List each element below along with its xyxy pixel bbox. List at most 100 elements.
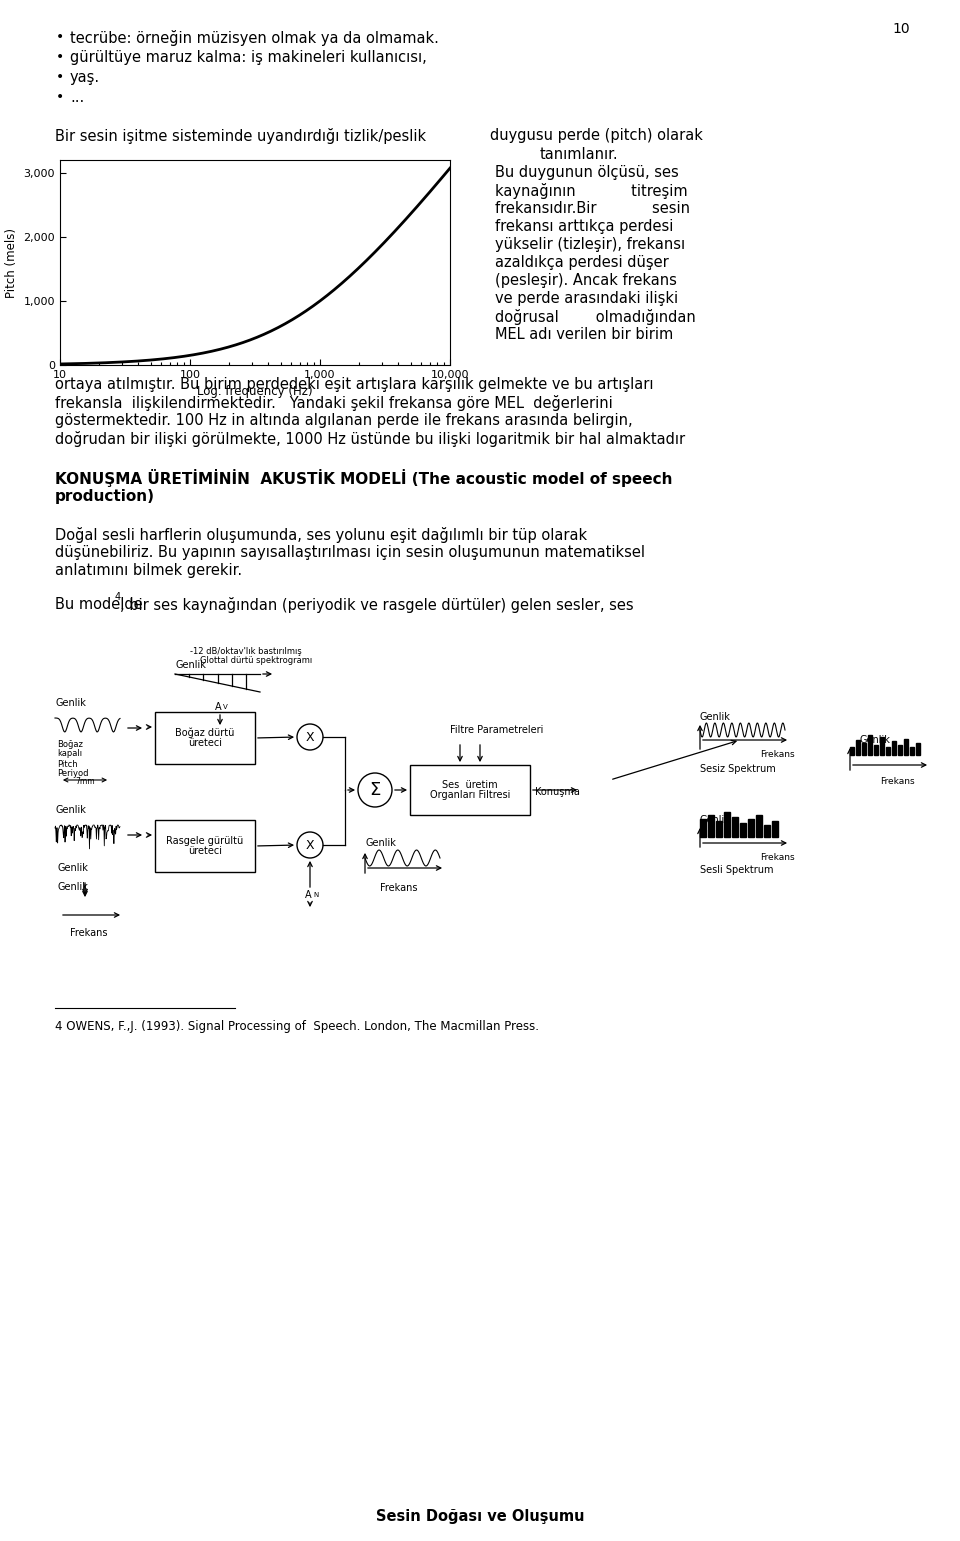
Text: Boğaz: Boğaz	[57, 740, 83, 749]
Text: tanımlanır.: tanımlanır.	[540, 146, 618, 162]
Text: X: X	[305, 838, 314, 852]
Text: •: •	[56, 29, 64, 45]
Bar	[850, 747, 854, 755]
Text: gürültüye maruz kalma: iş makineleri kullanıcısı,: gürültüye maruz kalma: iş makineleri kul…	[70, 49, 427, 65]
Text: Bu duygunun ölçüsü, ses: Bu duygunun ölçüsü, ses	[495, 165, 679, 180]
Text: kaynağının            titreşim: kaynağının titreşim	[495, 183, 687, 199]
Bar	[916, 743, 920, 755]
Text: frekansıdır.Bir            sesin: frekansıdır.Bir sesin	[495, 200, 690, 216]
Text: Filtre Parametreleri: Filtre Parametreleri	[450, 724, 543, 735]
Text: A: A	[305, 891, 312, 900]
Bar	[892, 741, 896, 755]
Text: göstermektedir. 100 Hz in altında algılanan perde ile frekans arasında belirgin,: göstermektedir. 100 Hz in altında algıla…	[55, 413, 633, 428]
Bar	[740, 823, 746, 837]
FancyBboxPatch shape	[410, 764, 530, 815]
Text: doğrusal        olmadığından: doğrusal olmadığından	[495, 310, 696, 325]
Text: 4 OWENS, F.,J. (1993). Signal Processing of  Speech. London, The Macmillan Press: 4 OWENS, F.,J. (1993). Signal Processing…	[55, 1020, 539, 1032]
Text: Genlik: Genlik	[700, 815, 731, 824]
Text: Frekans: Frekans	[760, 854, 795, 861]
Text: Konuşma: Konuşma	[535, 787, 580, 797]
Text: Periyod: Periyod	[57, 769, 88, 778]
Y-axis label: Pitch (mels): Pitch (mels)	[5, 228, 18, 297]
X-axis label: Log. frequency (Hz): Log. frequency (Hz)	[197, 385, 313, 399]
Text: Genlik: Genlik	[57, 881, 88, 892]
Text: Ses  üretim: Ses üretim	[443, 780, 498, 791]
Bar	[764, 824, 770, 837]
Text: anlatımını bilmek gerekir.: anlatımını bilmek gerekir.	[55, 562, 242, 578]
Bar	[732, 817, 738, 837]
Text: A: A	[215, 703, 222, 712]
Bar	[904, 740, 908, 755]
Text: Organları Filtresi: Organları Filtresi	[430, 791, 510, 800]
Text: Sesli Spektrum: Sesli Spektrum	[700, 865, 774, 875]
Text: Pitch: Pitch	[57, 760, 78, 769]
Bar	[772, 821, 778, 837]
Text: frekansla  ilişkilendirmektedir.   Yandaki şekil frekansa göre MEL  değerlerini: frekansla ilişkilendirmektedir. Yandaki …	[55, 394, 612, 411]
Text: yükselir (tizleşir), frekansı: yükselir (tizleşir), frekansı	[495, 237, 685, 253]
Text: (pesleşir). Ancak frekans: (pesleşir). Ancak frekans	[495, 273, 677, 288]
Text: •: •	[56, 49, 64, 65]
Bar	[756, 815, 762, 837]
Text: doğrudan bir ilişki görülmekte, 1000 Hz üstünde bu ilişki logaritmik bir hal alm: doğrudan bir ilişki görülmekte, 1000 Hz …	[55, 431, 685, 447]
Text: Doğal sesli harflerin oluşumunda, ses yolunu eşit dağılımlı bir tüp olarak: Doğal sesli harflerin oluşumunda, ses yo…	[55, 527, 588, 542]
Bar	[716, 821, 722, 837]
Text: yaş.: yaş.	[70, 69, 100, 85]
Text: N: N	[313, 892, 319, 898]
Bar	[856, 740, 860, 755]
Text: X: X	[305, 730, 314, 743]
Bar	[880, 737, 884, 755]
Bar	[700, 818, 706, 837]
Text: azaldıkça perdesi düşer: azaldıkça perdesi düşer	[495, 254, 669, 270]
Text: Frekans: Frekans	[760, 750, 795, 760]
Text: Sesin Doğası ve Oluşumu: Sesin Doğası ve Oluşumu	[375, 1509, 585, 1524]
Text: •: •	[56, 69, 64, 85]
Text: ...: ...	[70, 89, 84, 105]
Text: üreteci: üreteci	[188, 846, 222, 855]
Text: KONUŞMA ÜRETİMİNİN  AKUSTİK MODELİ (The acoustic model of speech: KONUŞMA ÜRETİMİNİN AKUSTİK MODELİ (The a…	[55, 468, 673, 487]
Text: Bu modelde: Bu modelde	[55, 596, 143, 612]
Text: Σ: Σ	[370, 781, 381, 798]
Bar	[724, 812, 730, 837]
Text: Genlik: Genlik	[55, 698, 85, 707]
Text: Genlik: Genlik	[55, 804, 85, 815]
Text: 4: 4	[114, 592, 121, 603]
Text: , bir ses kaynağından (periyodik ve rasgele dürtüler) gelen sesler, ses: , bir ses kaynağından (periyodik ve rasg…	[121, 596, 635, 613]
Bar	[862, 743, 866, 755]
FancyBboxPatch shape	[155, 712, 255, 764]
Text: Genlik: Genlik	[860, 735, 891, 744]
Text: üreteci: üreteci	[188, 738, 222, 747]
Bar	[874, 744, 878, 755]
Text: düşünebiliriz. Bu yapının sayısallaştırılması için sesin oluşumunun matematiksel: düşünebiliriz. Bu yapının sayısallaştırı…	[55, 546, 645, 559]
Text: Frekans: Frekans	[880, 777, 915, 786]
Bar	[748, 818, 754, 837]
Bar	[910, 747, 914, 755]
Bar	[868, 735, 872, 755]
Text: ve perde arasındaki ilişki: ve perde arasındaki ilişki	[495, 291, 678, 307]
Bar	[708, 815, 714, 837]
Text: Frekans: Frekans	[70, 928, 108, 938]
Text: Frekans: Frekans	[380, 883, 418, 892]
Text: Bir sesin işitme sisteminde uyandırdığı tizlik/peslik: Bir sesin işitme sisteminde uyandırdığı …	[55, 128, 426, 143]
Text: tecrübe: örneğin müzisyen olmak ya da olmamak.: tecrübe: örneğin müzisyen olmak ya da ol…	[70, 29, 439, 46]
Bar	[886, 747, 890, 755]
Text: ortaya atılmıştır. Bu birim perdedeki eşit artışlara karşılık gelmekte ve bu art: ortaya atılmıştır. Bu birim perdedeki eş…	[55, 378, 654, 391]
Text: production): production)	[55, 488, 155, 504]
Text: •: •	[56, 89, 64, 103]
Bar	[898, 744, 902, 755]
Text: duygusu perde (pitch) olarak: duygusu perde (pitch) olarak	[490, 128, 703, 143]
Text: kapalı: kapalı	[57, 749, 83, 758]
Text: Genlik: Genlik	[175, 660, 205, 670]
Text: Genlik: Genlik	[365, 838, 396, 848]
Text: Sesiz Spektrum: Sesiz Spektrum	[700, 764, 776, 774]
Text: V: V	[223, 704, 228, 710]
Text: Glottal dürtü spektrogramı: Glottal dürtü spektrogramı	[200, 656, 312, 666]
Text: -12 dB/oktav'lık bastırılmış: -12 dB/oktav'lık bastırılmış	[190, 647, 301, 656]
Text: Genlik: Genlik	[57, 863, 88, 874]
Text: frekansı arttıkça perdesi: frekansı arttıkça perdesi	[495, 219, 673, 234]
Text: MEL adı verilen bir birim: MEL adı verilen bir birim	[495, 327, 673, 342]
Text: Genlik: Genlik	[700, 712, 731, 723]
Text: 7mm: 7mm	[75, 777, 95, 786]
FancyBboxPatch shape	[155, 820, 255, 872]
Text: 10: 10	[893, 22, 910, 35]
Text: Rasgele gürültü: Rasgele gürültü	[166, 837, 244, 846]
